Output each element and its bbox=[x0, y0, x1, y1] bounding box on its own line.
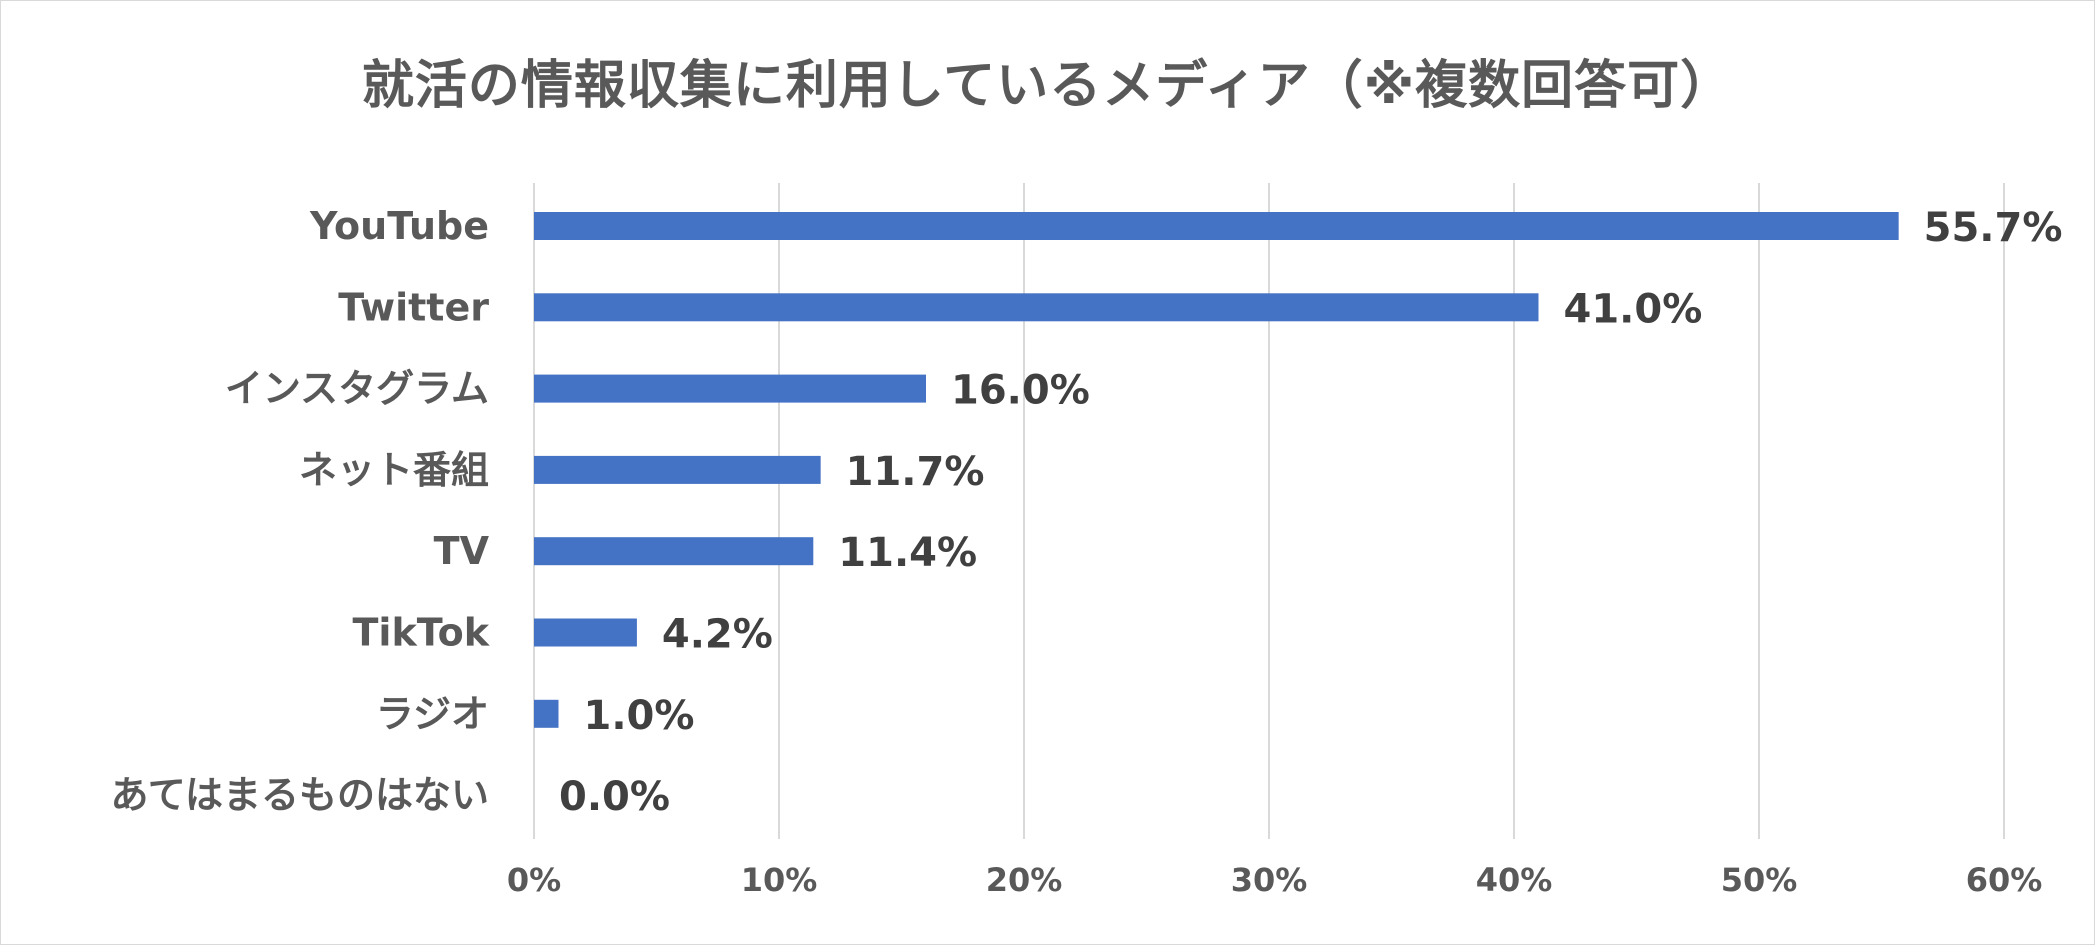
x-axis-tick-labels: 0% 10% 20% 30% 40% 50% 60% bbox=[507, 861, 2042, 899]
category-label: Twitter bbox=[338, 285, 489, 329]
data-label: 1.0% bbox=[584, 693, 695, 739]
x-tick-label: 20% bbox=[986, 861, 1063, 899]
category-label: TikTok bbox=[353, 611, 490, 655]
bar-4 bbox=[534, 537, 814, 566]
data-label: 0.0% bbox=[559, 774, 670, 820]
category-label: ラジオ bbox=[376, 692, 489, 736]
x-tick-label: 60% bbox=[1966, 861, 2043, 899]
data-label: 4.2% bbox=[662, 612, 773, 658]
bar-1 bbox=[534, 293, 1539, 322]
data-label: 41.0% bbox=[1564, 286, 1703, 332]
bars bbox=[534, 212, 1899, 728]
gridlines bbox=[533, 183, 2005, 839]
data-labels: 55.7% 41.0% 16.0% 11.7% 11.4% 4.2% 1.0% 0.0% bbox=[559, 205, 2062, 820]
category-label: YouTube bbox=[309, 204, 489, 248]
category-label: あてはまるものはない bbox=[111, 773, 489, 817]
category-label: ネット番組 bbox=[299, 448, 489, 492]
x-tick-label: 30% bbox=[1231, 861, 1308, 899]
category-label: インスタグラム bbox=[225, 367, 489, 411]
category-label: TV bbox=[434, 529, 490, 573]
bar-3 bbox=[534, 455, 821, 484]
data-label: 55.7% bbox=[1924, 205, 2063, 251]
data-label: 16.0% bbox=[951, 368, 1090, 414]
bar-5 bbox=[534, 618, 637, 647]
x-tick-label: 50% bbox=[1721, 861, 1798, 899]
x-tick-label: 0% bbox=[507, 861, 561, 899]
chart-title: 就活の情報収集に利用しているメディア（※複数回答可） bbox=[361, 56, 1734, 116]
data-label: 11.4% bbox=[838, 530, 977, 576]
bar-0 bbox=[534, 212, 1899, 240]
data-label: 11.7% bbox=[846, 449, 985, 495]
bar-6 bbox=[534, 699, 559, 728]
x-tick-label: 40% bbox=[1476, 861, 1553, 899]
bar-2 bbox=[534, 374, 926, 403]
x-tick-label: 10% bbox=[741, 861, 818, 899]
